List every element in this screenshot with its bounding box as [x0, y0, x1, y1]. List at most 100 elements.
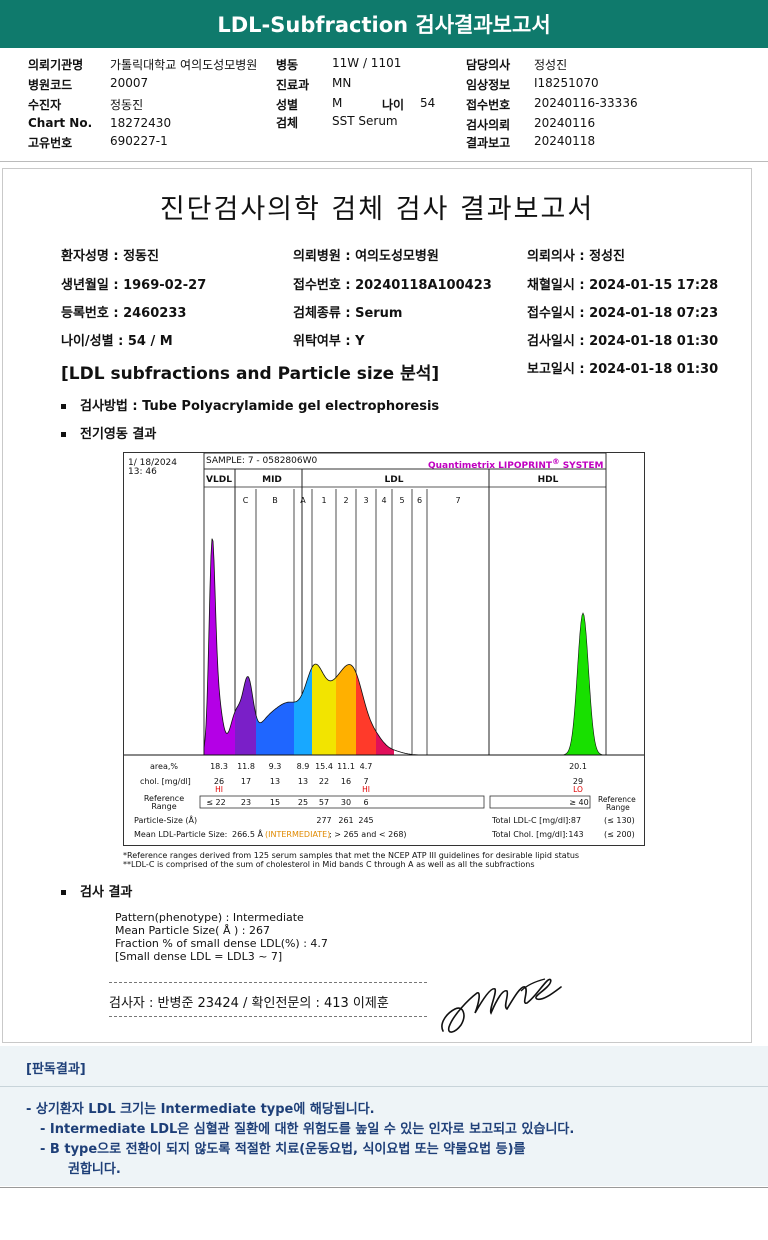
value-hospital-code: 20007 — [110, 76, 149, 90]
band-label: 2 — [343, 496, 348, 505]
fraction-area — [204, 538, 235, 755]
section-title: [LDL subfractions and Particle size 분석] — [61, 364, 440, 384]
label-doctor: 담당의사 — [466, 58, 511, 72]
label-clinical-info: 임상정보 — [466, 78, 511, 92]
value-requested: 20240116 — [534, 116, 596, 130]
label-institution: 의뢰기관명 — [28, 58, 84, 72]
result-mean-size: Mean Particle Size( Å ) : 267 — [115, 924, 270, 937]
page-bottom-divider — [0, 1187, 768, 1188]
report-title: LDL-Subfraction 검사결과보고서 — [217, 13, 551, 37]
row-label-area: area,% — [150, 762, 178, 771]
value-chart-no: 18272430 — [110, 116, 172, 130]
value-patient: 정동진 — [110, 98, 144, 112]
sample-box — [203, 453, 607, 470]
result-small-dense-fraction: Fraction % of small dense LDL(%) : 4.7 — [115, 937, 328, 950]
flag-ldl3: HI — [362, 785, 370, 794]
document-title: 진단검사의학 검체 검사 결과보고서 — [159, 194, 595, 225]
mean-size-range: ; > 265 and < 268) — [329, 830, 407, 839]
label-chart-no: Chart No. — [28, 116, 93, 130]
chart-brand: Quantimetrix LIPOPRINT® SYSTEM — [428, 457, 603, 471]
interpretation-title: [판독결과] — [26, 1062, 86, 1077]
electrophoresis-item: 전기영동 결과 — [61, 423, 156, 442]
chol-value: 16 — [341, 777, 351, 786]
reference-value: ≤ 22 — [206, 798, 225, 807]
receipt-time: 접수일시 : 2024-01-18 07:23 — [527, 306, 719, 321]
label-department: 진료과 — [276, 78, 310, 92]
referring-hospital: 의뢰병원 : 여의도성모병원 — [293, 249, 439, 264]
value-department: MN — [332, 76, 352, 90]
interpretation-line: - 상기환자 LDL 크기는 Intermediate type에 해당됩니다. — [26, 1102, 375, 1117]
total-chol-reference: (≤ 200) — [604, 830, 635, 839]
area-value: 20.1 — [569, 762, 587, 771]
band-label: B — [272, 496, 278, 505]
brand-suffix: SYSTEM — [559, 461, 604, 471]
chart-footnotes: *Reference ranges derived from 125 serum… — [123, 851, 579, 869]
mean-size-note: (INTERMEDIATE) — [265, 830, 330, 839]
value-sex: M — [332, 96, 343, 110]
particle-size-value: 277 — [316, 816, 331, 825]
hdl-peak — [563, 612, 603, 756]
particle-size-value: 245 — [358, 816, 373, 825]
lipoprint-chart: 1/ 18/2024 13: 46 SAMPLE: 7 - 0582806W0 … — [123, 452, 645, 846]
total-chol-label: Total Chol. [mg/dl]: — [491, 830, 568, 839]
reference-value: 25 — [298, 798, 308, 807]
bullet-icon — [61, 432, 66, 437]
registration-number: 등록번호 : 2460233 — [61, 306, 187, 321]
reference-value: ≥ 40 — [569, 798, 588, 807]
reference-value: 6 — [363, 798, 368, 807]
collection-time: 채혈일시 : 2024-01-15 17:28 — [527, 278, 719, 293]
band-label: 1 — [321, 496, 326, 505]
row-label-reference-right: Reference — [598, 795, 636, 804]
referral-flag: 위탁여부 : Y — [293, 334, 365, 349]
method-item: 검사방법 : Tube Polyacrylamide gel electroph… — [61, 395, 439, 414]
band-label: A — [300, 496, 306, 505]
fraction-area — [294, 667, 312, 755]
result-item: 검사 결과 — [61, 881, 132, 900]
label-ward: 병동 — [276, 58, 299, 72]
band-label: C — [243, 496, 249, 505]
age-sex: 나이/성별 : 54 / M — [61, 334, 173, 349]
label-age: 나이 — [382, 98, 405, 112]
value-unique-no: 690227-1 — [110, 134, 168, 148]
chol-value: 22 — [319, 777, 329, 786]
reference-box-ldl — [199, 795, 485, 809]
total-ldl-label: Total LDL-C [mg/dl]: — [491, 816, 571, 825]
electrophoresis-title: 전기영동 결과 — [80, 427, 157, 442]
band-label: 4 — [381, 496, 386, 505]
row-label-range: Range — [151, 802, 176, 811]
footnote-ldl: **LDL-C is comprised of the sum of chole… — [123, 860, 535, 869]
row-label-chol: chol. [mg/dl] — [140, 777, 191, 786]
footnote-reference: *Reference ranges derived from 125 serum… — [123, 851, 580, 860]
group-label-ldl: LDL — [385, 475, 404, 485]
row-label-mean-size: Mean LDL-Particle Size: — [134, 830, 227, 839]
area-value: 8.9 — [297, 762, 310, 771]
reference-value: 23 — [241, 798, 251, 807]
chol-value: 26 — [214, 777, 224, 786]
band-label: 3 — [363, 496, 368, 505]
method-text: 검사방법 : Tube Polyacrylamide gel electroph… — [80, 399, 440, 414]
fraction-area — [312, 664, 336, 755]
result-pattern: Pattern(phenotype) : Intermediate — [115, 911, 304, 924]
profile-line — [203, 538, 424, 756]
birth-date: 생년월일 : 1969-02-27 — [61, 278, 207, 293]
reference-box-hdl — [489, 795, 591, 809]
group-label-hdl: HDL — [538, 475, 559, 485]
fraction-area — [256, 702, 294, 755]
report-document: 진단검사의학 검체 검사 결과보고서 환자성명 : 정동진 의뢰병원 : 여의도… — [2, 168, 752, 1043]
label-hospital-code: 병원코드 — [28, 78, 73, 92]
label-requested: 검사의뢰 — [466, 118, 511, 132]
interpretation-panel: [판독결과] - 상기환자 LDL 크기는 Intermediate type에… — [0, 1046, 768, 1186]
chol-value: 7 — [363, 777, 368, 786]
band-label: 6 — [417, 496, 422, 505]
bullet-icon — [61, 890, 66, 895]
dashed-divider — [109, 1016, 427, 1017]
report-time: 보고일시 : 2024-01-18 01:30 — [527, 362, 719, 377]
group-label-vldl: VLDL — [206, 475, 232, 485]
area-value: 4.7 — [360, 762, 373, 771]
band-label: 7 — [455, 496, 460, 505]
chart-sample: SAMPLE: 7 - 0582806W0 — [206, 456, 318, 466]
value-institution: 가톨릭대학교 여의도성모병원 — [110, 58, 258, 72]
brand-name: Quantimetrix LIPOPRINT — [428, 461, 553, 471]
value-ward: 11W / 1101 — [332, 56, 402, 70]
